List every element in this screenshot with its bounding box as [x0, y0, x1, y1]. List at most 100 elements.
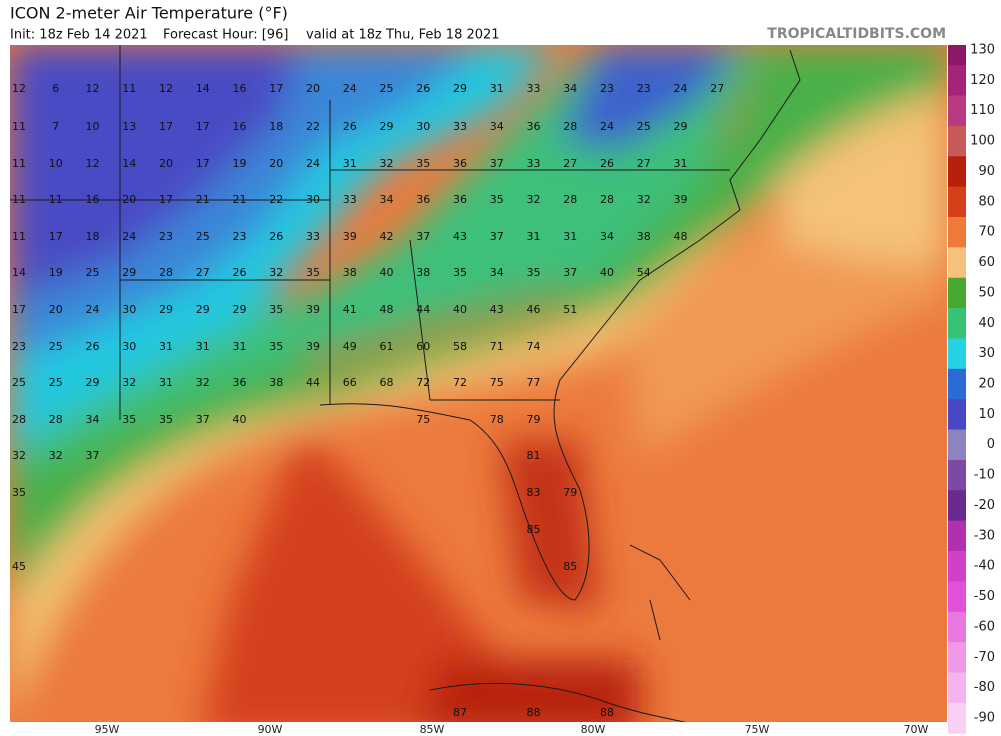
temperature-label: 11: [12, 157, 26, 170]
temperature-label: 21: [233, 193, 247, 206]
colorbar-segment: [948, 490, 966, 522]
title: ICON 2-meter Air Temperature (°F): [10, 4, 288, 23]
temperature-label: 66: [343, 376, 357, 389]
colorbar-segment: [948, 702, 966, 734]
temperature-label: 12: [86, 82, 100, 95]
colorbar-tick-label: 10: [978, 407, 995, 422]
temperature-label: 37: [86, 449, 100, 462]
colorbar-tick-label: 90: [978, 164, 995, 179]
temperature-label: 32: [527, 193, 541, 206]
colorbar-tick-label: 60: [978, 255, 995, 270]
colorbar-segment: [948, 368, 966, 400]
temperature-label: 48: [674, 230, 688, 243]
temperature-label: 36: [527, 120, 541, 133]
temperature-label: 30: [122, 303, 136, 316]
temperature-label: 36: [416, 193, 430, 206]
temperature-label: 24: [122, 230, 136, 243]
temperature-label: 16: [86, 193, 100, 206]
temperature-label: 11: [49, 193, 63, 206]
temperature-label: 35: [490, 193, 504, 206]
temperature-label: 24: [343, 82, 357, 95]
temperature-label: 25: [49, 340, 63, 353]
site-name: TROPICALTIDBITS.COM: [767, 26, 946, 42]
temperature-label: 18: [269, 120, 283, 133]
temperature-label: 36: [233, 376, 247, 389]
temperature-label: 24: [86, 303, 100, 316]
temperature-label: 28: [563, 120, 577, 133]
colorbar-segment: [948, 338, 966, 370]
temperature-label: 35: [269, 303, 283, 316]
temperature-label: 40: [380, 266, 394, 279]
colorbar-tick-label: -80: [974, 680, 995, 695]
temperature-label: 60: [416, 340, 430, 353]
temperature-label: 40: [233, 413, 247, 426]
temperature-label: 88: [527, 706, 541, 719]
longitude-label: 75W: [745, 723, 770, 736]
colorbar-tick-label: 40: [978, 316, 995, 331]
valid-time: valid at 18z Thu, Feb 18 2021: [306, 28, 500, 43]
temperature-label: 35: [122, 413, 136, 426]
temperature-label: 72: [453, 376, 467, 389]
temperature-label: 28: [49, 413, 63, 426]
temperature-label: 35: [453, 266, 467, 279]
colorbar-tick-label: 110: [970, 103, 995, 118]
temperature-label: 44: [416, 303, 430, 316]
colorbar-segment: [948, 611, 966, 643]
temperature-label: 33: [527, 82, 541, 95]
temperature-label: 13: [122, 120, 136, 133]
temperature-label: 32: [122, 376, 136, 389]
temperature-label: 25: [637, 120, 651, 133]
temperature-label: 35: [269, 340, 283, 353]
temperature-label: 34: [490, 266, 504, 279]
temperature-label: 20: [122, 193, 136, 206]
temperature-label: 38: [269, 376, 283, 389]
temperature-label: 49: [343, 340, 357, 353]
temperature-label: 24: [306, 157, 320, 170]
colorbar-segment: [948, 95, 966, 127]
colorbar-tick-label: -60: [974, 619, 995, 634]
temperature-label: 35: [159, 413, 173, 426]
temperature-label: 39: [306, 303, 320, 316]
temperature-label: 14: [12, 266, 26, 279]
temperature-label: 30: [122, 340, 136, 353]
temperature-label: 16: [233, 82, 247, 95]
temperature-label: 26: [86, 340, 100, 353]
temperature-label: 21: [196, 193, 210, 206]
colorbar-segment: [948, 520, 966, 552]
temperature-label: 26: [416, 82, 430, 95]
temperature-label: 10: [86, 120, 100, 133]
temperature-label: 25: [380, 82, 394, 95]
temperature-label: 26: [600, 157, 614, 170]
temperature-label: 85: [563, 560, 577, 573]
temperature-label: 31: [490, 82, 504, 95]
temperature-label: 31: [159, 376, 173, 389]
temperature-label: 20: [269, 157, 283, 170]
temperature-label: 37: [196, 413, 210, 426]
colorbar-segment: [948, 156, 966, 188]
init-time: Init: 18z Feb 14 2021: [10, 28, 148, 43]
temperature-label: 34: [86, 413, 100, 426]
temperature-label: 14: [122, 157, 136, 170]
colorbar-segment: [948, 429, 966, 461]
temperature-label: 28: [600, 193, 614, 206]
temperature-label: 34: [380, 193, 394, 206]
temperature-label: 31: [343, 157, 357, 170]
temperature-label: 11: [12, 193, 26, 206]
temperature-label: 35: [12, 486, 26, 499]
temperature-label: 22: [269, 193, 283, 206]
colorbar-tick-label: -50: [974, 589, 995, 604]
colorbar-tick-label: 80: [978, 194, 995, 209]
temperature-label: 40: [453, 303, 467, 316]
colorbar-segment: [948, 642, 966, 673]
map-labels: 12 6 12 11 12 14 16 17 20 24 25 26 29 31 33 34 23 23 24 271…: [12, 82, 724, 719]
temperature-label: 26: [233, 266, 247, 279]
temperature-label: 36: [453, 193, 467, 206]
colorbar-segment: [948, 247, 966, 279]
temperature-label: 17: [12, 303, 26, 316]
colorbar-tick-label: 70: [978, 225, 995, 240]
longitude-label: 70W: [904, 723, 929, 736]
temperature-label: 77: [527, 376, 541, 389]
temperature-label: 35: [306, 266, 320, 279]
temperature-label: 17: [49, 230, 63, 243]
colorbar-segment: [948, 672, 966, 704]
